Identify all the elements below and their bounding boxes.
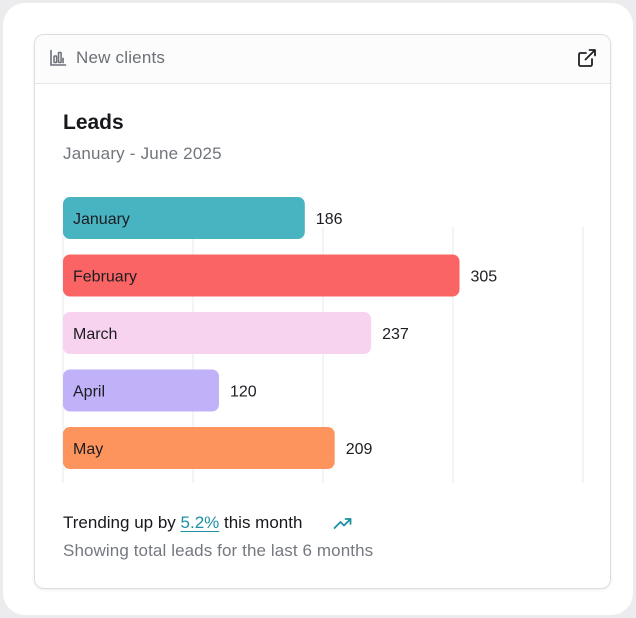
chart-subtitle: January - June 2025	[63, 144, 222, 163]
value-label-may: 209	[346, 441, 373, 458]
outer-frame: New clients Leads January - June 2025 Ja…	[3, 3, 633, 615]
bar-label-march: March	[73, 326, 117, 343]
bar-label-may: May	[73, 441, 103, 458]
trend-prefix: Trending up by	[63, 513, 176, 532]
leads-card: New clients Leads January - June 2025 Ja…	[34, 34, 611, 589]
footer-note: Showing total leads for the last 6 month…	[63, 541, 374, 560]
trend-text: Trending up by 5.2% this month	[63, 513, 302, 533]
bar-label-january: January	[73, 211, 130, 228]
trend-value[interactable]: 5.2%	[180, 513, 220, 532]
bar-may[interactable]	[63, 427, 335, 469]
external-link-icon[interactable]	[577, 48, 597, 68]
bar-label-february: February	[73, 269, 137, 286]
value-label-april: 120	[230, 384, 257, 401]
bar-january[interactable]	[63, 197, 305, 239]
bar-february[interactable]	[63, 254, 460, 297]
trend-suffix: this month	[224, 513, 303, 532]
trending-up-icon	[333, 518, 352, 529]
bar-april[interactable]	[63, 369, 219, 412]
chart-title: Leads	[63, 111, 124, 134]
bar-chart-icon	[50, 49, 67, 66]
value-label-february: 305	[471, 269, 498, 286]
bar-march[interactable]	[63, 312, 372, 354]
bar-label-april: April	[73, 384, 105, 401]
value-label-march: 237	[382, 326, 409, 343]
card-header: New clients	[35, 35, 610, 84]
card-header-title: New clients	[76, 48, 166, 67]
value-label-january: 186	[316, 211, 343, 228]
bar-chart: January 186 February 305 March 237 April 120 May…	[62, 197, 584, 483]
